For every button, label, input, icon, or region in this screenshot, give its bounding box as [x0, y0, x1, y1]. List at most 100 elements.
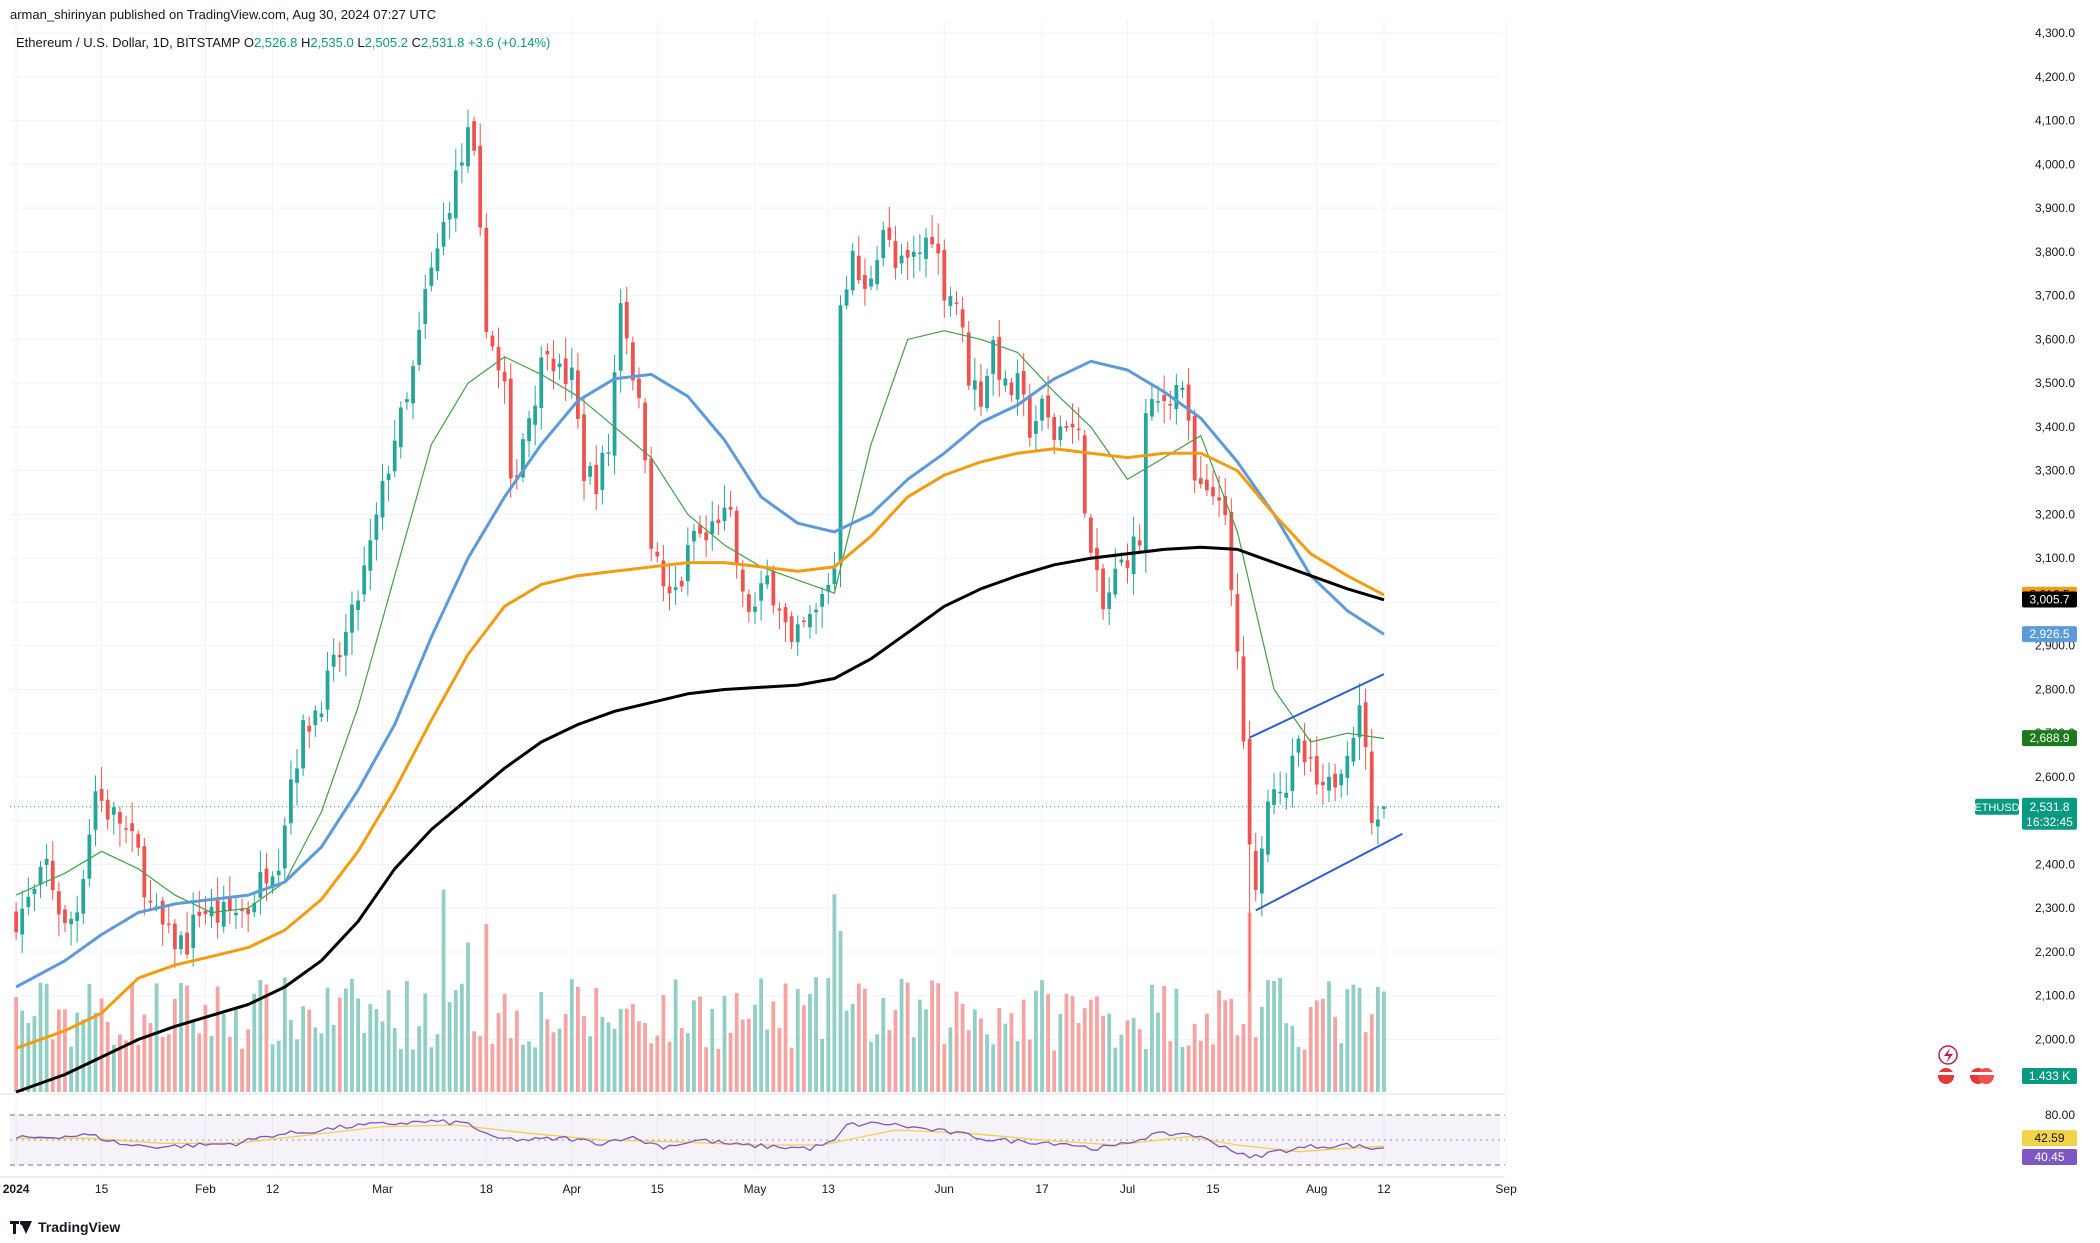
candle-body[interactable] [337, 654, 342, 658]
candle-body[interactable] [1003, 378, 1008, 386]
candle-body[interactable] [227, 898, 232, 911]
candle-body[interactable] [655, 551, 660, 557]
candle-body[interactable] [417, 329, 422, 365]
candle-body[interactable] [936, 243, 941, 254]
candle-body[interactable] [258, 872, 263, 898]
candle-body[interactable] [270, 876, 275, 889]
candle-body[interactable] [1278, 791, 1283, 794]
candle-body[interactable] [1070, 423, 1075, 428]
candle-body[interactable] [429, 267, 434, 287]
candle-body[interactable] [588, 465, 593, 477]
candle-body[interactable] [1143, 413, 1148, 552]
candle-body[interactable] [722, 507, 727, 522]
candle-body[interactable] [411, 366, 415, 404]
candle-body[interactable] [1198, 478, 1203, 485]
candle-body[interactable] [203, 910, 208, 915]
candle-body[interactable] [704, 532, 709, 541]
candle-body[interactable] [1076, 428, 1081, 431]
candle-body[interactable] [698, 524, 702, 534]
candle-body[interactable] [1156, 401, 1160, 403]
candle-body[interactable] [1327, 776, 1331, 791]
candle-body[interactable] [301, 720, 306, 769]
candle-body[interactable] [276, 870, 281, 876]
candle-body[interactable] [569, 367, 574, 380]
candle-body[interactable] [368, 540, 373, 571]
trendlines[interactable] [10, 673, 1500, 912]
candle-body[interactable] [197, 911, 202, 916]
candle-body[interactable] [1284, 792, 1289, 798]
candle-body[interactable] [1101, 568, 1105, 610]
candle-body[interactable] [972, 380, 977, 390]
candle-body[interactable] [484, 227, 489, 332]
candle-body[interactable] [1009, 382, 1014, 396]
candle-body[interactable] [1272, 789, 1276, 805]
candle-body[interactable] [508, 378, 513, 479]
candle-body[interactable] [319, 713, 324, 717]
candle-body[interactable] [1204, 479, 1209, 491]
candle-body[interactable] [179, 935, 183, 950]
candle-body[interactable] [728, 506, 733, 510]
candle-body[interactable] [435, 248, 440, 272]
candle-body[interactable] [1064, 426, 1069, 428]
candle-body[interactable] [1339, 773, 1344, 786]
candle-body[interactable] [209, 906, 214, 917]
candle-body[interactable] [850, 250, 855, 291]
candle-body[interactable] [466, 127, 470, 167]
candle-body[interactable] [1174, 384, 1179, 410]
candle-body[interactable] [1192, 415, 1197, 481]
candle-body[interactable] [966, 332, 971, 386]
candle-body[interactable] [313, 710, 318, 726]
candle-body[interactable] [1040, 398, 1044, 421]
candle-body[interactable] [514, 475, 519, 478]
candle-body[interactable] [893, 241, 898, 268]
symbol-legend[interactable]: Ethereum / U.S. Dollar, 1D, BITSTAMP O2,… [16, 35, 550, 50]
candle-body[interactable] [453, 170, 458, 219]
candle-body[interactable] [557, 363, 562, 368]
candle-body[interactable] [331, 654, 336, 667]
candle-body[interactable] [1150, 399, 1154, 417]
candle-body[interactable] [1229, 511, 1234, 590]
candle-body[interactable] [1308, 757, 1313, 759]
candle-body[interactable] [600, 452, 605, 490]
tradingview-footer[interactable]: TradingView [10, 1219, 120, 1235]
candle-body[interactable] [759, 583, 763, 601]
candle-body[interactable] [93, 791, 98, 830]
candle-body[interactable] [673, 587, 678, 591]
candle-body[interactable] [1015, 373, 1020, 400]
candle-body[interactable] [502, 371, 507, 382]
candle-body[interactable] [1021, 370, 1026, 395]
us-flag-icon[interactable] [1938, 1068, 1954, 1084]
candle-body[interactable] [124, 828, 128, 830]
candle-body[interactable] [380, 481, 385, 518]
candle-body[interactable] [917, 252, 922, 254]
candle-body[interactable] [172, 923, 177, 950]
candle-body[interactable] [14, 911, 18, 933]
candle-body[interactable] [783, 607, 788, 623]
candle-body[interactable] [594, 464, 599, 495]
candle-body[interactable] [221, 901, 226, 927]
candle-body[interactable] [20, 908, 25, 935]
candle-body[interactable] [765, 575, 770, 585]
candle-body[interactable] [679, 580, 684, 587]
price-axis[interactable]: 2,000.02,100.02,200.02,300.02,400.02,500… [2035, 26, 2075, 1122]
candle-body[interactable] [142, 846, 147, 898]
candle-body[interactable] [246, 908, 251, 915]
candle-body[interactable] [136, 834, 141, 848]
candle-body[interactable] [398, 407, 403, 448]
candle-body[interactable] [56, 891, 61, 915]
candle-body[interactable] [649, 458, 654, 549]
candle-body[interactable] [661, 560, 666, 587]
candle-body[interactable] [343, 631, 348, 656]
candle-body[interactable] [777, 608, 782, 611]
candle-body[interactable] [905, 249, 910, 258]
us-flag-icon-3[interactable] [1978, 1068, 1994, 1084]
candle-body[interactable] [795, 624, 800, 643]
candle-body[interactable] [1113, 568, 1118, 595]
candle-body[interactable] [69, 918, 73, 925]
candle-body[interactable] [899, 255, 904, 264]
candle-body[interactable] [1247, 738, 1252, 845]
channel-upper-line[interactable] [1249, 673, 1385, 739]
candle-body[interactable] [111, 807, 116, 815]
candle-body[interactable] [350, 604, 354, 633]
candle-body[interactable] [624, 301, 629, 339]
